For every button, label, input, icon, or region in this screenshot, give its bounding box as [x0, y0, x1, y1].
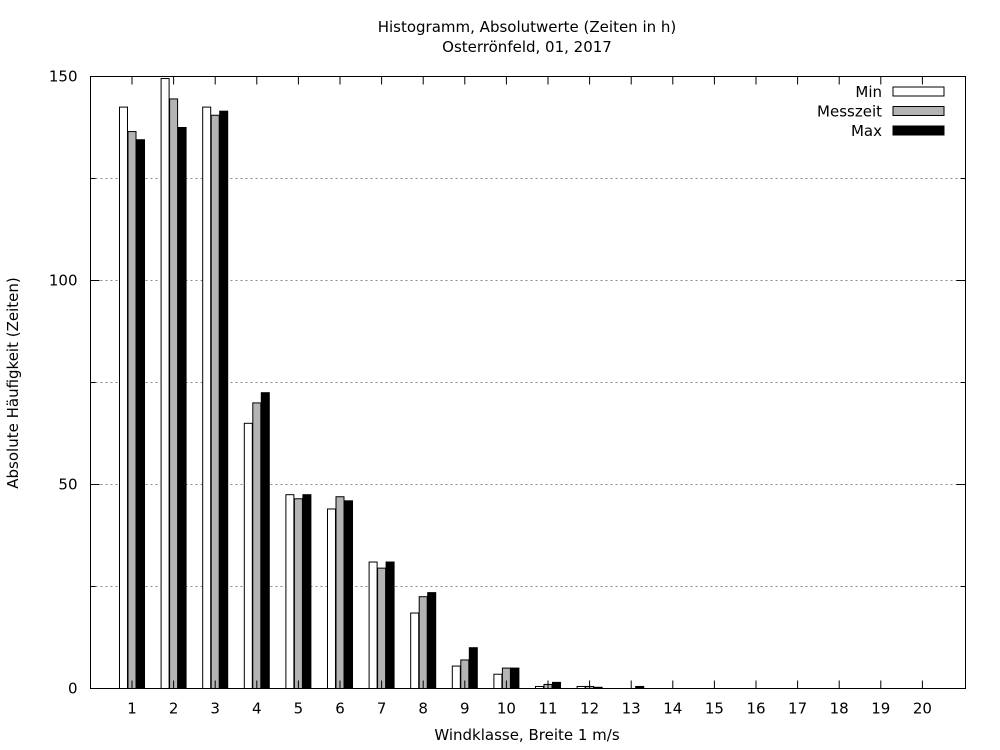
x-tick-label: 6: [335, 700, 345, 718]
bar-min-4: [243, 422, 253, 689]
x-tick-label: 7: [377, 700, 387, 718]
x-tick-label: 18: [830, 700, 849, 718]
bar-messzeit-4: [252, 402, 262, 689]
x-tick-label: 11: [538, 700, 557, 718]
bar-min-9: [451, 665, 461, 689]
x-tick-label: 16: [746, 700, 765, 718]
x-tick-label: 13: [622, 700, 641, 718]
chart-title: Histogramm, Absolutwerte (Zeiten in h): [378, 18, 677, 36]
bars-group: [119, 78, 645, 690]
bar-messzeit-8: [418, 596, 428, 690]
x-axis-ticks: 1 2 3 4 5 6 7 8 9 10 11 12 13 14 15 16 17 18 19 20: [127, 76, 932, 718]
bar-min-10: [493, 673, 503, 689]
bar-max-5: [302, 494, 312, 690]
bar-max-3: [219, 110, 229, 690]
bar-min-3: [202, 106, 212, 690]
bar-messzeit-3: [210, 114, 220, 689]
bar-messzeit-2: [169, 98, 179, 689]
x-tick-label: 15: [705, 700, 724, 718]
x-tick-label: 8: [418, 700, 428, 718]
x-tick-label: 19: [871, 700, 890, 718]
x-tick-label: 9: [460, 700, 470, 718]
legend-label-messzeit: Messzeit: [817, 103, 882, 121]
bar-max-4: [260, 392, 270, 689]
x-tick-label: 5: [294, 700, 304, 718]
bar-max-2: [177, 127, 187, 689]
legend-swatch-max: [892, 125, 945, 136]
grid-lines: [90, 178, 966, 587]
bar-messzeit-7: [377, 567, 387, 690]
y-axis-ticks: 0 50 100 150: [49, 68, 966, 698]
x-tick-label: 10: [497, 700, 516, 718]
bar-max-1: [136, 139, 145, 690]
bar-min-8: [410, 612, 420, 690]
x-tick-label: 3: [210, 700, 220, 718]
x-tick-label: 2: [169, 700, 179, 718]
y-axis-label: Absolute Häufigkeit (Zeiten): [4, 277, 22, 488]
y-tick-label: 150: [49, 68, 78, 86]
bar-messzeit-1: [127, 131, 137, 689]
bar-max-8: [427, 592, 437, 689]
x-tick-label: 17: [788, 700, 807, 718]
bar-min-6: [327, 508, 336, 690]
legend-label-max: Max: [851, 122, 882, 140]
bar-max-9: [468, 647, 478, 690]
bar-min-1: [119, 106, 128, 690]
bar-min-5: [285, 494, 295, 690]
y-tick-label: 100: [49, 272, 78, 290]
x-axis-label: Windklasse, Breite 1 m/s: [434, 726, 620, 744]
x-tick-label: 1: [127, 700, 137, 718]
y-tick-label: 0: [68, 680, 78, 698]
y-tick-label: 50: [58, 476, 77, 494]
bar-min-7: [368, 561, 378, 690]
legend-swatch-messzeit: [892, 106, 945, 116]
bar-messzeit-5: [293, 498, 303, 689]
x-tick-label: 4: [252, 700, 262, 718]
legend-swatch-min: [892, 86, 945, 97]
x-tick-label: 12: [580, 700, 599, 718]
bar-max-11: [552, 681, 561, 690]
bar-messzeit-6: [335, 496, 345, 689]
x-tick-label: 14: [663, 700, 682, 718]
legend-label-min: Min: [855, 83, 882, 101]
x-tick-label: 20: [913, 700, 932, 718]
chart-subtitle: Osterrönfeld, 01, 2017: [442, 38, 612, 56]
bar-max-6: [344, 500, 353, 689]
bar-max-7: [385, 561, 395, 690]
bar-min-2: [160, 78, 170, 690]
bar-max-10: [510, 667, 520, 689]
